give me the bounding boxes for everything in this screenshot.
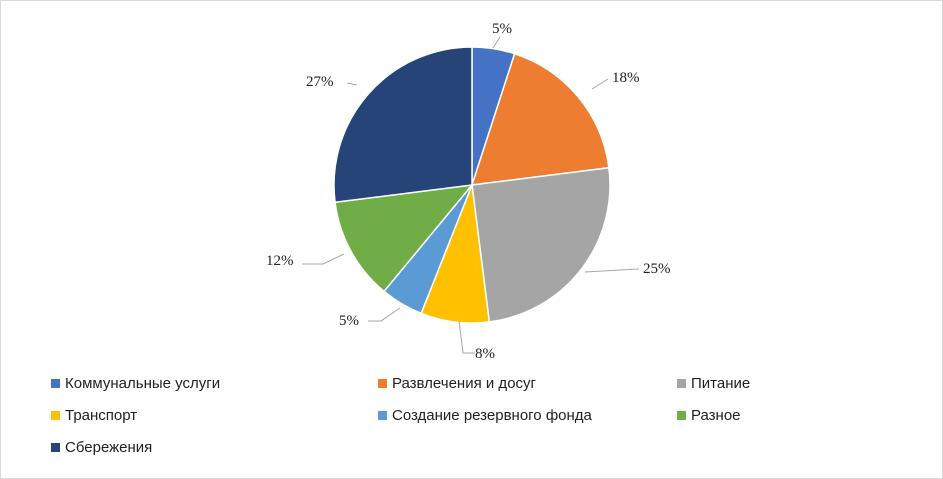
data-label: 27% (306, 74, 334, 90)
legend-label: Создание резервного фонда (392, 407, 592, 424)
legend-swatch (51, 379, 60, 388)
data-label: 8% (475, 346, 495, 362)
legend-item: Коммунальные услуги (51, 375, 220, 392)
data-label: 5% (492, 21, 512, 37)
leader-line (458, 320, 475, 354)
pie-slice (471, 166, 611, 323)
data-label: 12% (266, 253, 294, 269)
legend-swatch (51, 411, 60, 420)
legend-swatch (378, 411, 387, 420)
pie-slice (470, 52, 610, 186)
legend-swatch (677, 379, 686, 388)
legend-label: Транспорт (65, 407, 138, 424)
data-label: 18% (612, 70, 640, 86)
legend-label: Питание (691, 375, 751, 392)
legend-label: Сбережения (65, 439, 153, 456)
data-label: 25% (643, 261, 671, 277)
legend-swatch (378, 379, 387, 388)
leader-line (591, 78, 609, 90)
data-label: 5% (339, 313, 359, 329)
legend-label: Развлечения и досуг (392, 375, 537, 392)
leader-line (368, 307, 401, 322)
leader-line (302, 253, 345, 265)
legend-swatch (677, 411, 686, 420)
legend-item: Сбережения (51, 439, 152, 456)
pie-chart: 5% 18% 25% 8% 5% 12% 27% (266, 21, 671, 362)
pie-slice (333, 46, 473, 204)
legend-item: Транспорт (51, 407, 137, 424)
legend-item: Развлечения и досуг (378, 375, 536, 392)
leader-line (492, 36, 501, 49)
pie-slice (334, 184, 474, 293)
leader-line (584, 268, 640, 273)
legend-label: Разное (691, 407, 741, 424)
legend-item: Разное (677, 407, 741, 424)
legend-label: Коммунальные услуги (65, 375, 221, 392)
legend-swatch (51, 443, 60, 452)
leader-line (346, 82, 358, 86)
legend-item: Питание (677, 375, 750, 392)
legend-item: Создание резервного фонда (378, 407, 592, 424)
